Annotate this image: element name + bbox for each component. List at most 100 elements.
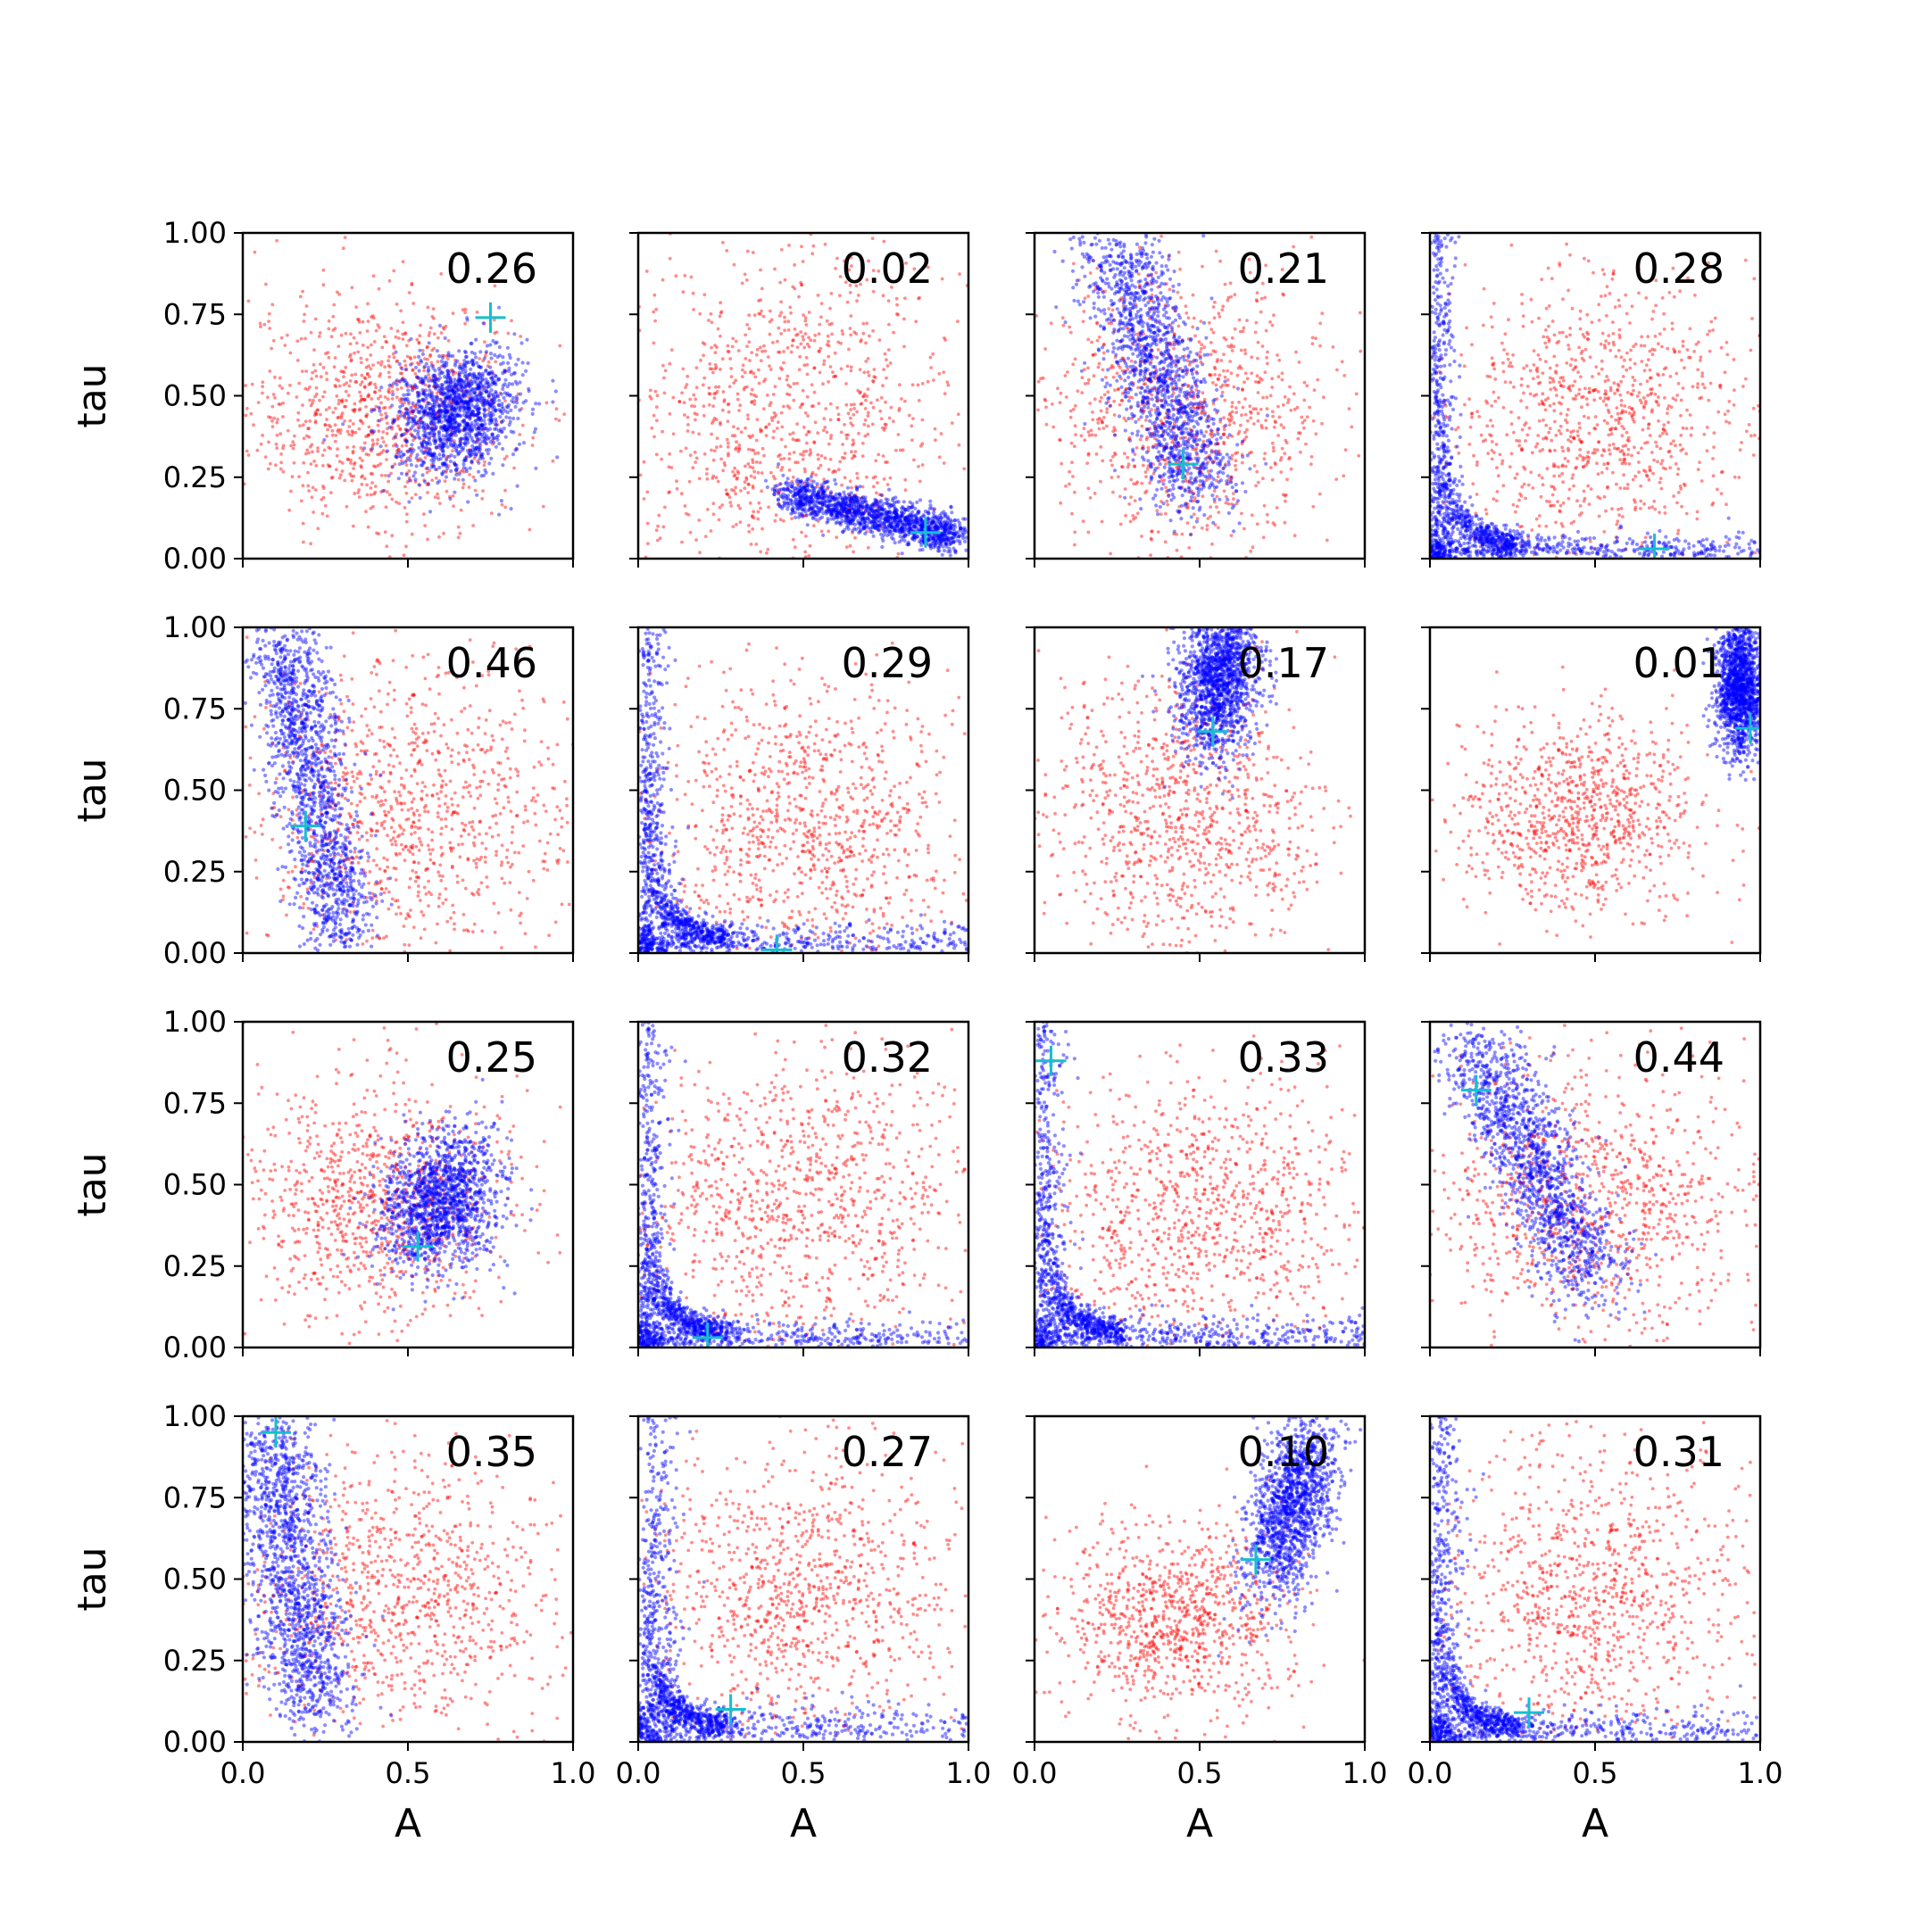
prior-point bbox=[729, 367, 733, 370]
prior-point bbox=[334, 440, 337, 444]
prior-point bbox=[702, 377, 706, 380]
prior-point bbox=[1051, 402, 1054, 406]
prior-point bbox=[1200, 347, 1203, 351]
posterior-point bbox=[773, 485, 777, 488]
prior-point bbox=[800, 531, 803, 535]
prior-point bbox=[759, 345, 762, 349]
prior-point bbox=[495, 330, 499, 334]
posterior-point bbox=[551, 400, 554, 403]
prior-point bbox=[714, 386, 718, 389]
prior-point bbox=[798, 368, 802, 371]
posterior-point bbox=[810, 475, 813, 478]
prior-point bbox=[296, 411, 300, 415]
posterior-point bbox=[370, 447, 374, 451]
posterior-point bbox=[444, 336, 447, 340]
posterior-point bbox=[475, 452, 478, 456]
posterior-point bbox=[411, 418, 415, 421]
prior-point bbox=[778, 351, 782, 354]
prior-point bbox=[787, 244, 791, 247]
posterior-point bbox=[379, 386, 383, 389]
prior-point bbox=[899, 449, 902, 452]
posterior-point bbox=[531, 408, 535, 411]
prior-point bbox=[667, 491, 670, 494]
prior-point bbox=[780, 426, 784, 429]
posterior-point bbox=[785, 495, 788, 499]
prior-point bbox=[736, 393, 740, 396]
prior-point bbox=[827, 355, 830, 359]
prior-point bbox=[562, 412, 566, 416]
posterior-point bbox=[428, 341, 431, 344]
prior-point bbox=[1111, 309, 1115, 312]
prior-point bbox=[370, 315, 373, 319]
prior-point bbox=[487, 361, 491, 364]
prior-point bbox=[650, 397, 653, 401]
posterior-point bbox=[847, 527, 851, 531]
posterior-point bbox=[907, 543, 910, 546]
prior-point bbox=[1113, 413, 1117, 417]
prior-point bbox=[737, 444, 741, 447]
prior-point bbox=[741, 282, 744, 286]
prior-point bbox=[828, 307, 832, 311]
prior-point bbox=[826, 343, 829, 346]
prior-point bbox=[792, 437, 795, 441]
posterior-point bbox=[819, 487, 823, 491]
prior-point bbox=[280, 386, 284, 390]
prior-point bbox=[775, 513, 778, 517]
prior-point bbox=[831, 471, 835, 475]
prior-point bbox=[331, 476, 335, 479]
prior-point bbox=[328, 356, 331, 360]
prior-point bbox=[402, 320, 405, 324]
posterior-point bbox=[453, 363, 457, 367]
prior-point bbox=[850, 403, 853, 407]
prior-point bbox=[353, 409, 356, 412]
posterior-point bbox=[417, 483, 420, 486]
prior-point bbox=[757, 471, 760, 475]
posterior-point bbox=[811, 517, 815, 520]
posterior-point bbox=[958, 539, 961, 543]
prior-point bbox=[743, 388, 746, 392]
prior-point bbox=[827, 443, 831, 446]
prior-point bbox=[321, 464, 325, 468]
posterior-point bbox=[528, 389, 531, 393]
prior-point bbox=[363, 385, 367, 388]
prior-point bbox=[384, 530, 387, 534]
prior-point bbox=[711, 404, 715, 408]
posterior-point bbox=[478, 372, 481, 376]
prior-point bbox=[830, 292, 834, 295]
prior-point bbox=[921, 463, 925, 467]
posterior-point bbox=[477, 461, 480, 465]
prior-point bbox=[316, 446, 320, 450]
prior-point bbox=[731, 470, 735, 474]
prior-point bbox=[760, 527, 764, 531]
prior-point bbox=[1110, 464, 1114, 468]
y-tick-label: 1.00 bbox=[163, 216, 227, 250]
prior-point bbox=[310, 377, 313, 381]
prior-point bbox=[841, 456, 844, 460]
prior-point bbox=[463, 322, 467, 326]
prior-point bbox=[706, 508, 710, 511]
prior-point bbox=[245, 450, 249, 453]
prior-point bbox=[337, 402, 341, 406]
prior-point bbox=[768, 364, 771, 368]
posterior-point bbox=[442, 454, 445, 458]
prior-point bbox=[1096, 421, 1100, 425]
posterior-point bbox=[475, 361, 478, 365]
prior-point bbox=[434, 495, 437, 499]
prior-point bbox=[361, 380, 364, 384]
posterior-point bbox=[835, 515, 839, 518]
prior-point bbox=[1220, 359, 1224, 362]
posterior-point bbox=[829, 490, 833, 493]
posterior-point bbox=[341, 422, 345, 426]
prior-point bbox=[956, 319, 960, 323]
prior-point bbox=[698, 477, 702, 480]
prior-point bbox=[1263, 452, 1267, 455]
posterior-point bbox=[495, 438, 499, 442]
prior-point bbox=[727, 419, 730, 423]
prior-point bbox=[334, 356, 337, 360]
prior-point bbox=[293, 461, 296, 465]
prior-point bbox=[728, 385, 732, 388]
prior-point bbox=[426, 538, 429, 542]
prior-point bbox=[695, 386, 699, 389]
prior-point bbox=[365, 484, 369, 487]
prior-point bbox=[710, 433, 713, 436]
